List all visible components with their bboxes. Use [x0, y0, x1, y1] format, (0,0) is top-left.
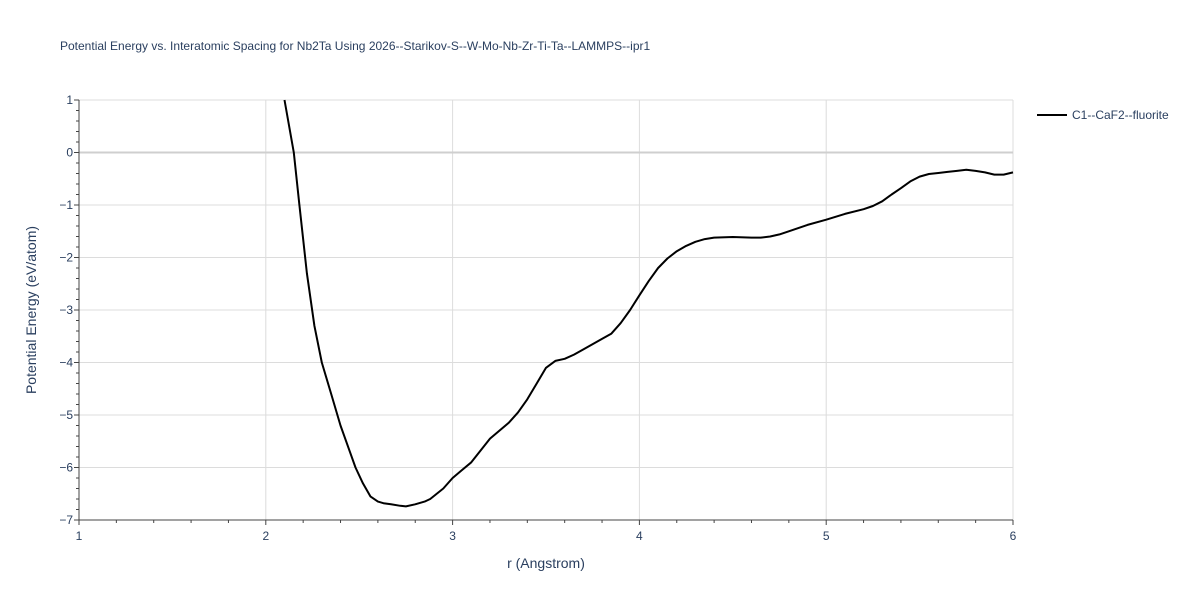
y-axis-title: Potential Energy (eV/atom) — [23, 226, 39, 394]
x-tick-label: 5 — [823, 529, 830, 543]
y-tick-label: 1 — [66, 93, 73, 107]
y-tick-label: −5 — [59, 408, 73, 422]
chart-title: Potential Energy vs. Interatomic Spacing… — [60, 39, 650, 53]
series-line — [283, 99, 1014, 508]
x-tick-label: 2 — [262, 529, 269, 543]
legend-label: C1--CaF2--fluorite — [1072, 108, 1169, 122]
x-tick-label: 3 — [449, 529, 456, 543]
y-tick-label: −7 — [59, 513, 73, 527]
y-tick-label: −1 — [59, 198, 73, 212]
series-layer — [283, 99, 1014, 508]
x-minor-ticks — [78, 520, 1014, 525]
y-tick-label: 0 — [66, 146, 73, 160]
y-tick-label: −6 — [59, 461, 73, 475]
x-tick-label: 1 — [76, 529, 83, 543]
y-tick-label: −3 — [59, 303, 73, 317]
legend[interactable]: C1--CaF2--fluorite — [1037, 108, 1169, 122]
x-axis-title: r (Angstrom) — [507, 555, 585, 571]
x-tick-label: 4 — [636, 529, 643, 543]
y-tick-label: −2 — [59, 251, 73, 265]
y-minor-ticks — [74, 99, 79, 521]
x-tick-labels: 1 2 3 4 5 6 — [76, 529, 1017, 543]
y-gridlines — [79, 99, 1013, 468]
y-tick-label: −4 — [59, 356, 73, 370]
x-tick-label: 6 — [1010, 529, 1017, 543]
y-tick-labels: 1 0 −1 −2 −3 −4 −5 −6 −7 — [59, 93, 73, 527]
